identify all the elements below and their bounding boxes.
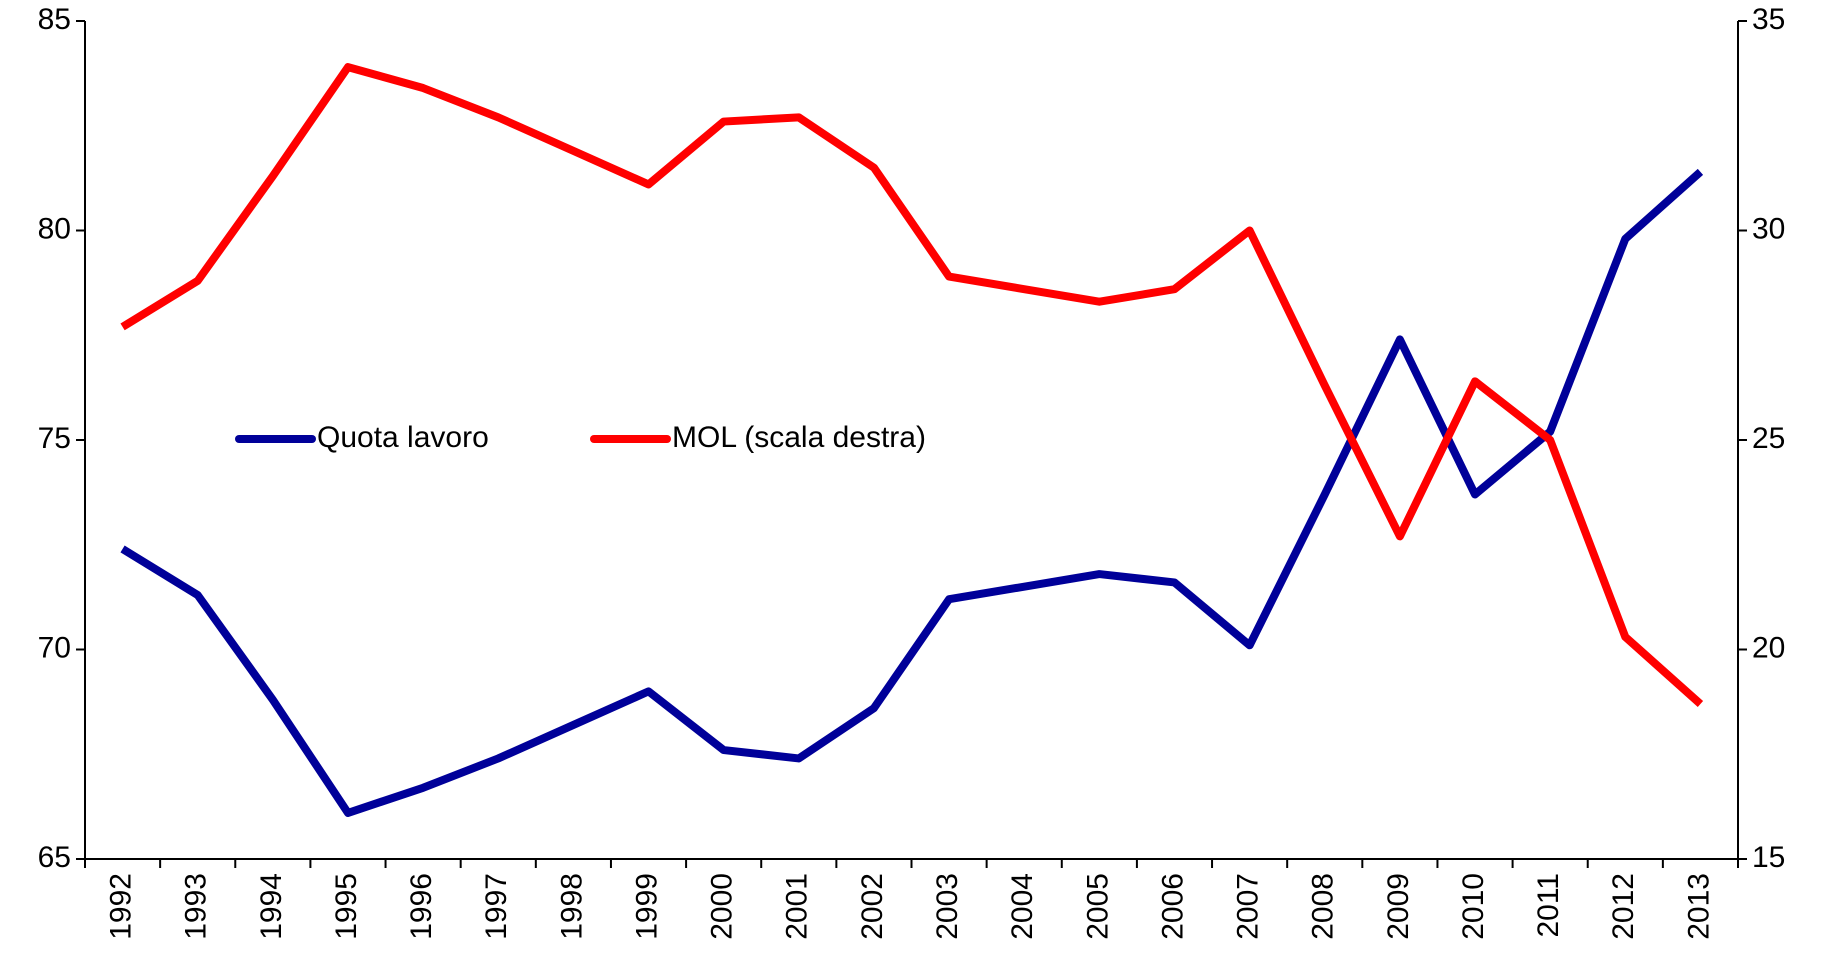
y-tick-label: 70: [38, 631, 71, 664]
x-tick-label: 1996: [405, 873, 438, 940]
x-tick-label: 2011: [1532, 873, 1565, 938]
y2-tick-label: 30: [1752, 212, 1785, 245]
x-tick-label: 1999: [630, 873, 663, 940]
y-tick-label: 75: [38, 422, 71, 455]
x-tick-label: 1994: [255, 873, 288, 940]
y2-tick-label: 35: [1752, 3, 1785, 36]
x-tick-label: 2002: [856, 873, 889, 940]
x-tick-label: 2001: [781, 873, 814, 940]
x-tick-label: 2006: [1156, 873, 1189, 940]
legend-label: MOL (scala destra): [672, 421, 926, 454]
x-tick-label: 1998: [555, 873, 588, 940]
y-tick-label: 80: [38, 212, 71, 245]
x-tick-label: 2000: [706, 873, 739, 940]
x-tick-label: 2008: [1307, 873, 1340, 940]
x-tick-label: 1993: [180, 873, 213, 940]
x-tick-label: 2003: [931, 873, 964, 940]
y2-tick-label: 20: [1752, 631, 1785, 664]
x-tick-label: 1997: [480, 873, 513, 940]
x-tick-label: 1992: [104, 873, 137, 940]
x-tick-label: 1995: [330, 873, 363, 940]
x-tick-label: 2010: [1457, 873, 1490, 940]
x-tick-label: 2007: [1232, 873, 1265, 940]
x-tick-label: 2009: [1382, 873, 1415, 940]
series-line: [120, 63, 1704, 707]
y2-tick-label: 15: [1752, 841, 1785, 874]
x-tick-label: 2005: [1081, 873, 1114, 940]
x-tick-label: 2004: [1006, 873, 1039, 940]
x-tick-label: 2012: [1607, 873, 1640, 940]
y2-tick-label: 25: [1752, 422, 1785, 455]
legend-label: Quota lavoro: [317, 421, 489, 454]
y-tick-label: 65: [38, 841, 71, 874]
y-tick-label: 85: [38, 3, 71, 36]
series-line: [120, 168, 1704, 817]
x-tick-label: 2013: [1682, 873, 1715, 940]
